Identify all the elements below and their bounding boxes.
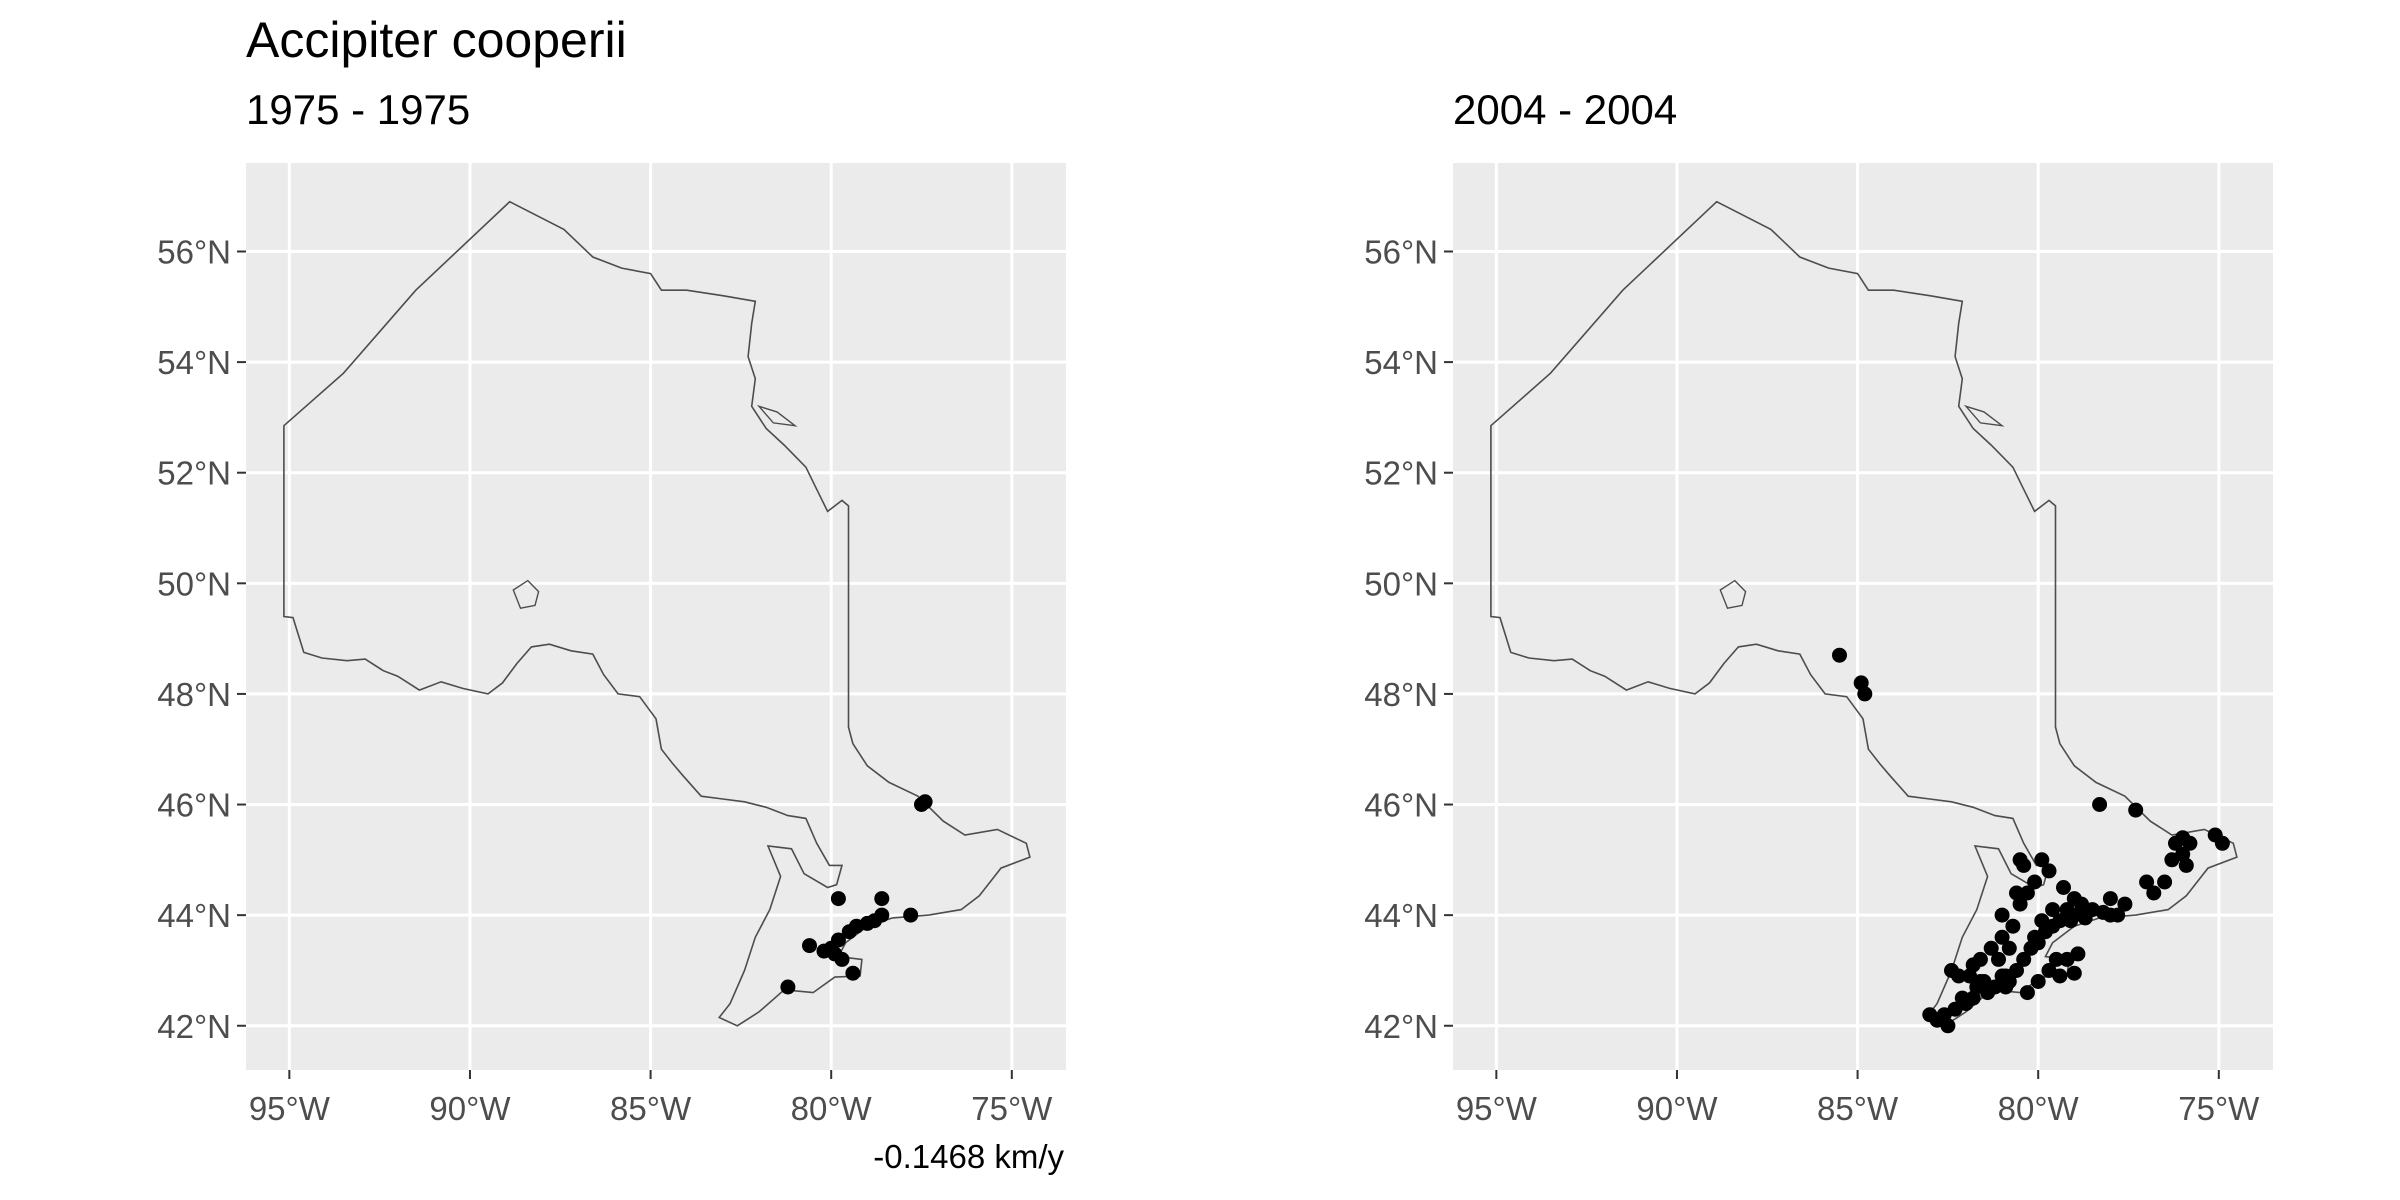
observation-point bbox=[2178, 857, 2194, 873]
observation-point bbox=[2048, 951, 2064, 967]
y-tick-label: 54°N bbox=[1364, 344, 1438, 381]
observation-point bbox=[2030, 974, 2046, 989]
observation-point bbox=[2214, 835, 2230, 851]
observation-point bbox=[2102, 891, 2118, 907]
x-tick-label: 75°W bbox=[2178, 1090, 2260, 1127]
observation-point bbox=[2052, 968, 2068, 984]
y-tick-label: 44°N bbox=[1364, 897, 1438, 934]
observation-point bbox=[1994, 907, 2010, 923]
observation-point bbox=[2164, 852, 2180, 868]
observation-point bbox=[1991, 951, 2006, 967]
x-tick-label: 95°W bbox=[249, 1090, 331, 1127]
observation-point bbox=[2117, 896, 2133, 912]
observation-point bbox=[1998, 968, 2014, 984]
x-tick-label: 90°W bbox=[1636, 1090, 1718, 1127]
y-tick-label: 42°N bbox=[157, 1008, 231, 1045]
y-tick-label: 44°N bbox=[157, 897, 231, 934]
y-tick-label: 50°N bbox=[1364, 565, 1438, 602]
observation-point bbox=[2005, 918, 2021, 934]
x-tick-label: 95°W bbox=[1456, 1090, 1538, 1127]
observation-point bbox=[802, 938, 817, 954]
y-tick-label: 54°N bbox=[157, 344, 231, 381]
observation-point bbox=[2157, 874, 2173, 890]
y-tick-label: 56°N bbox=[157, 233, 231, 270]
lake-outline bbox=[1719, 579, 1747, 609]
x-tick-label: 85°W bbox=[610, 1090, 692, 1127]
observation-point bbox=[1994, 929, 2010, 945]
lake-outline bbox=[512, 579, 540, 609]
observation-point bbox=[1983, 940, 1999, 956]
observation-point bbox=[2016, 951, 2032, 967]
observation-point bbox=[1857, 686, 1873, 702]
figure-title: Accipiter cooperii bbox=[246, 12, 627, 68]
panel-background bbox=[246, 163, 1066, 1070]
observation-point bbox=[2034, 913, 2050, 929]
island-outline bbox=[1963, 404, 2005, 427]
observation-point bbox=[2034, 852, 2050, 868]
y-tick-label: 56°N bbox=[1364, 233, 1438, 270]
x-tick-label: 90°W bbox=[429, 1090, 511, 1127]
ontario-outline bbox=[1490, 200, 2238, 1027]
observation-point bbox=[2139, 874, 2155, 890]
y-tick-label: 42°N bbox=[1364, 1008, 1438, 1045]
island-outline bbox=[756, 404, 798, 427]
observation-point bbox=[2019, 985, 2035, 1001]
observation-point bbox=[2059, 951, 2075, 967]
observation-point bbox=[2027, 929, 2043, 945]
observation-point bbox=[2077, 910, 2093, 926]
ontario-outline bbox=[283, 200, 1031, 1027]
observation-point bbox=[1998, 979, 2014, 995]
y-tick-label: 48°N bbox=[157, 676, 231, 713]
observation-point bbox=[2027, 874, 2043, 890]
observation-point bbox=[1965, 957, 1981, 973]
observation-point bbox=[2182, 835, 2198, 851]
observation-point bbox=[2128, 802, 2144, 818]
observation-point bbox=[2056, 880, 2071, 895]
observation-point bbox=[2066, 891, 2082, 907]
observation-point bbox=[2092, 797, 2108, 812]
observation-point bbox=[1954, 990, 1970, 1006]
observation-point bbox=[2009, 885, 2024, 901]
x-tick-label: 80°W bbox=[791, 1090, 873, 1127]
observation-point bbox=[874, 891, 890, 907]
y-tick-label: 52°N bbox=[1364, 455, 1438, 492]
y-tick-label: 46°N bbox=[1364, 787, 1438, 824]
x-tick-label: 75°W bbox=[971, 1090, 1053, 1127]
observation-point bbox=[1944, 963, 1959, 978]
observation-point bbox=[2168, 835, 2183, 851]
observation-point bbox=[830, 891, 846, 907]
observation-point bbox=[1922, 1007, 1938, 1023]
observation-point bbox=[1969, 979, 1985, 995]
observation-point bbox=[845, 965, 861, 981]
observation-point bbox=[2019, 885, 2035, 901]
observation-point bbox=[2001, 940, 2017, 956]
panel-subtitle-right: 2004 - 2004 bbox=[1453, 86, 1678, 133]
y-tick-label: 46°N bbox=[157, 787, 231, 824]
y-tick-label: 48°N bbox=[1364, 676, 1438, 713]
observation-point bbox=[2045, 902, 2061, 918]
observation-point bbox=[2041, 863, 2057, 879]
observation-point bbox=[903, 907, 919, 923]
observation-point bbox=[1832, 647, 1847, 663]
panel-background bbox=[1453, 163, 2273, 1070]
observation-point bbox=[834, 951, 850, 967]
y-tick-label: 52°N bbox=[157, 455, 231, 492]
y-tick-label: 50°N bbox=[157, 565, 231, 602]
observation-point bbox=[780, 979, 796, 995]
observation-point bbox=[816, 943, 832, 959]
observation-point bbox=[841, 924, 857, 940]
trend-caption: -0.1468 km/y bbox=[873, 1138, 1064, 1175]
observation-point bbox=[2063, 913, 2079, 929]
observation-point bbox=[2012, 852, 2028, 868]
observation-point bbox=[2102, 907, 2118, 923]
x-tick-label: 85°W bbox=[1817, 1090, 1899, 1127]
x-tick-label: 80°W bbox=[1998, 1090, 2080, 1127]
panel-subtitle-left: 1975 - 1975 bbox=[246, 86, 471, 133]
observation-point bbox=[2146, 885, 2162, 901]
observation-point bbox=[2066, 965, 2082, 981]
observation-point bbox=[917, 794, 933, 810]
observation-point bbox=[1940, 1018, 1956, 1034]
